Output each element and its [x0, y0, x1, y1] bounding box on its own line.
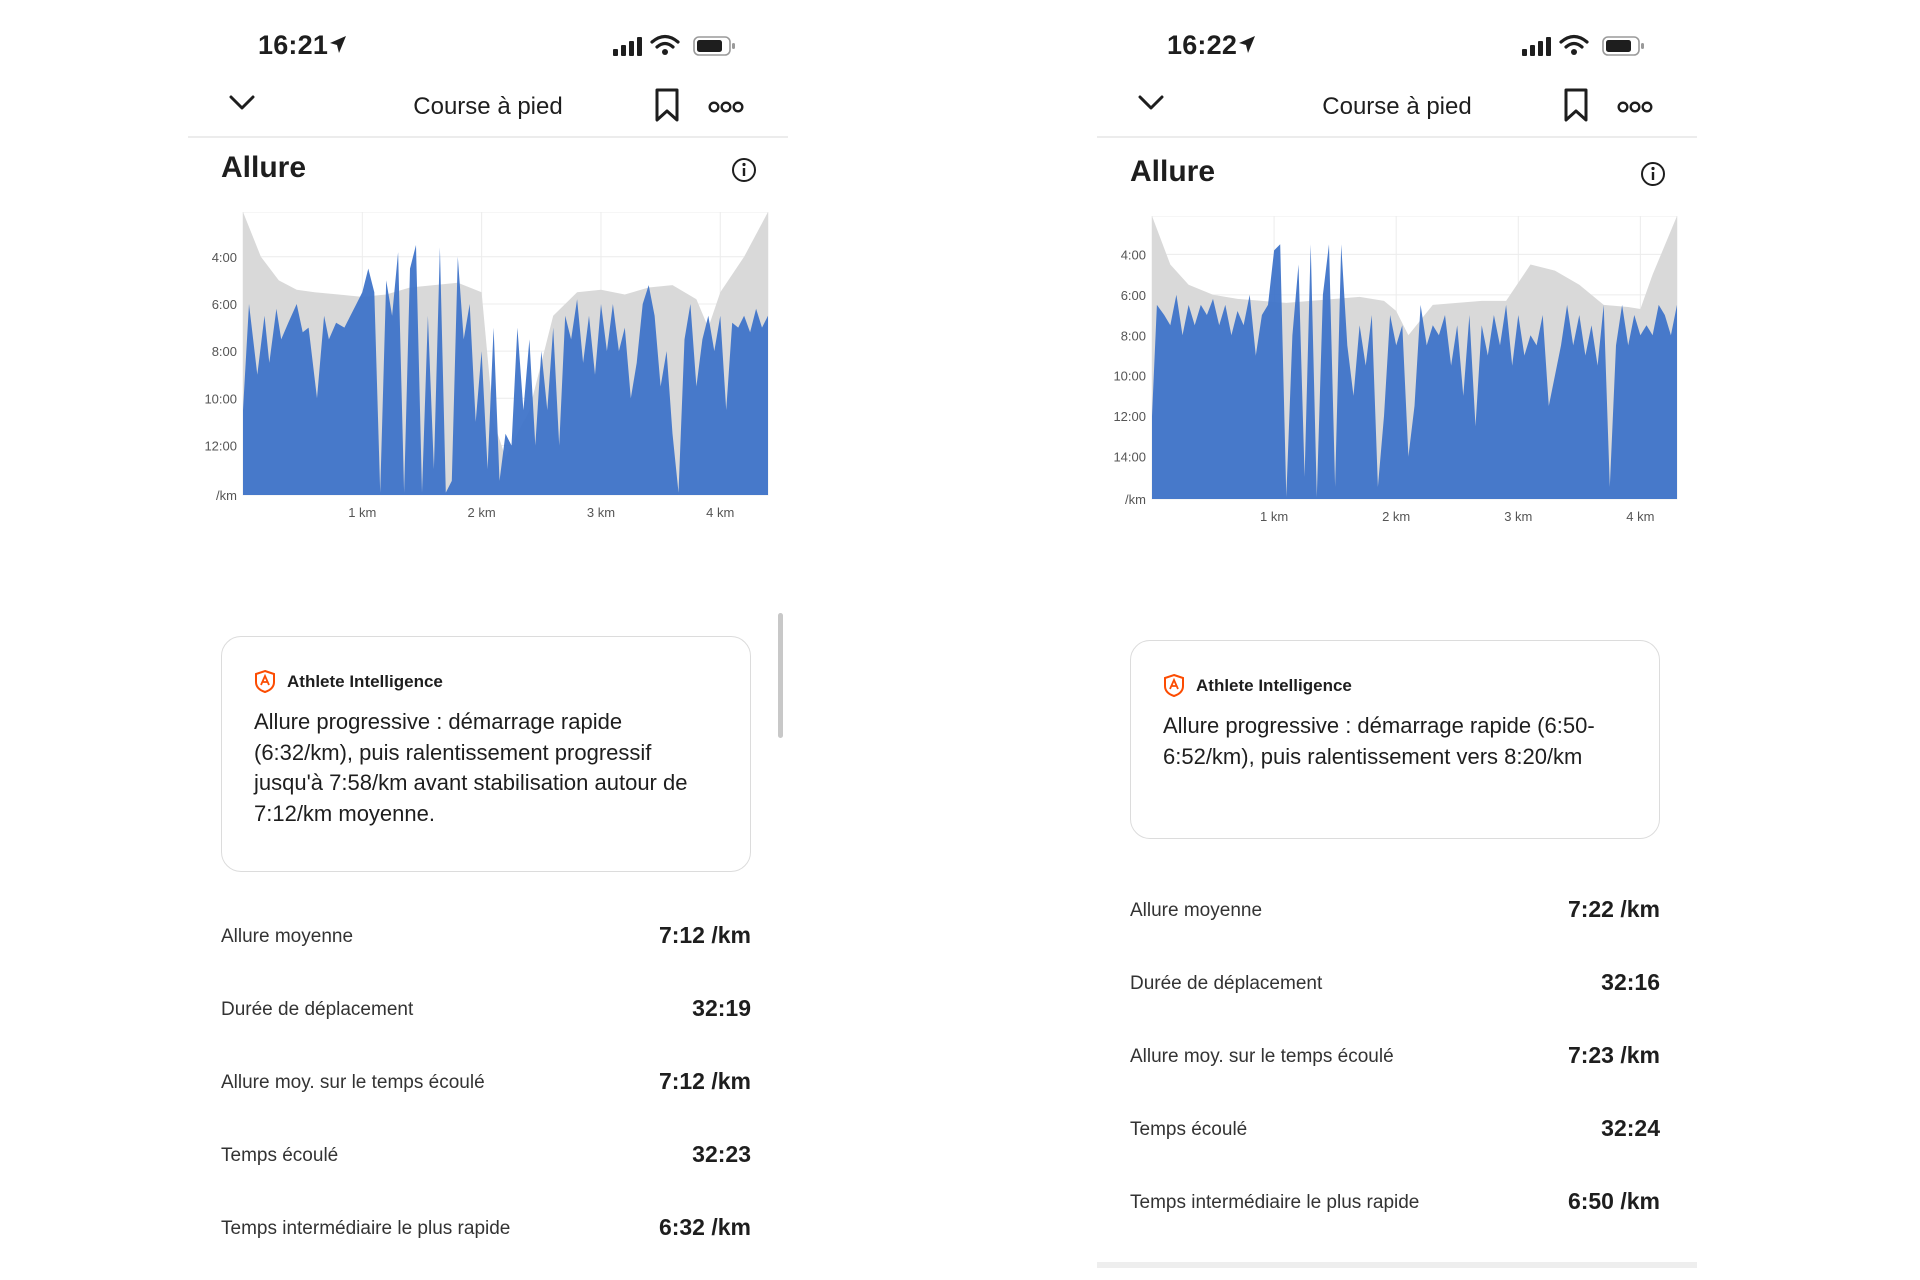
y-unit-label: /km [1125, 492, 1146, 507]
stat-label: Allure moy. sur le temps écoulé [221, 1072, 485, 1093]
battery-icon [693, 36, 735, 56]
chevron-down-icon[interactable] [1137, 94, 1165, 112]
stat-value: 7:12 /km [658, 922, 751, 948]
stat-label: Temps écoulé [1130, 1119, 1248, 1140]
athlete-intelligence-label: Athlete Intelligence [1196, 676, 1352, 695]
athlete-intelligence-card: Athlete Intelligence Allure progressive … [221, 636, 751, 872]
pace-chart: 4:00 6:00 8:00 10:00 12:00/km 1 km 2 km 3 km 4 k… [204, 212, 769, 520]
pace-area [243, 245, 768, 495]
more-options-icon[interactable] [1617, 100, 1653, 114]
location-arrow-icon [330, 36, 346, 53]
chevron-down-icon[interactable] [228, 94, 256, 112]
y-tick-label: 8:00 [212, 344, 237, 359]
athlete-intelligence-icon [255, 669, 275, 693]
phone-screen-right: 16:22 Course à pied Allure 4:00 6:00 8:00 1… [1097, 0, 1697, 1280]
y-tick-label: 4:00 [1121, 247, 1146, 262]
more-options-icon[interactable] [708, 100, 744, 114]
x-tick-label: 4 km [1626, 509, 1654, 524]
y-tick-label: 10:00 [204, 391, 237, 406]
stat-row-elapsed-avg-pace: Allure moy. sur le temps écoulé 7:23 /km [1130, 1024, 1660, 1097]
y-tick-label: 4:00 [212, 250, 237, 265]
athlete-intelligence-icon [1164, 673, 1184, 697]
x-tick-label: 2 km [1382, 509, 1410, 524]
stats-list: Allure moyenne 7:12 /km Durée de déplacem… [221, 904, 751, 1269]
y-tick-label: 6:00 [212, 297, 237, 312]
stat-label: Temps intermédiaire le plus rapide [221, 1218, 511, 1239]
pace-area [1152, 244, 1677, 499]
y-tick-label: 6:00 [1121, 288, 1146, 303]
x-tick-label: 3 km [1504, 509, 1532, 524]
athlete-intelligence-card: Athlete Intelligence Allure progressive … [1130, 640, 1660, 839]
stat-label: Durée de déplacement [221, 999, 414, 1020]
y-tick-label: 12:00 [204, 438, 237, 453]
stat-row-elapsed-avg-pace: Allure moy. sur le temps écoulé 7:12 /km [221, 1050, 751, 1123]
status-bar: 16:21 [188, 22, 788, 70]
location-arrow-icon [1239, 36, 1255, 53]
stat-row-moving-time: Durée de déplacement 32:19 [221, 977, 751, 1050]
status-time: 16:21 [258, 30, 329, 60]
divider [1097, 1262, 1697, 1268]
y-tick-label: 14:00 [1113, 450, 1146, 465]
bookmark-icon[interactable] [1562, 88, 1590, 122]
y-tick-label: 12:00 [1113, 409, 1146, 424]
battery-icon [1602, 36, 1644, 56]
wifi-icon [650, 34, 680, 55]
stat-row-fastest-split: Temps intermédiaire le plus rapide 6:50 /… [1130, 1170, 1660, 1243]
stat-value: 7:22 /km [1567, 896, 1660, 922]
status-time: 16:22 [1167, 30, 1238, 60]
stats-list: Allure moyenne 7:22 /km Durée de déplacem… [1130, 878, 1660, 1243]
section-title-pace: Allure [1130, 155, 1216, 188]
stat-value: 32:24 [1601, 1115, 1660, 1141]
athlete-intelligence-summary: Allure progressive : démarrage rapide (6… [1163, 713, 1595, 769]
x-tick-label: 3 km [587, 505, 615, 520]
x-tick-label: 4 km [706, 505, 734, 520]
stat-label: Durée de déplacement [1130, 973, 1323, 994]
y-unit-label: /km [216, 488, 237, 503]
stat-value: 32:23 [692, 1141, 751, 1167]
section-title-pace: Allure [221, 151, 307, 184]
stat-row-average-pace: Allure moyenne 7:22 /km [1130, 878, 1660, 951]
stat-value: 32:16 [1601, 969, 1660, 995]
stat-value: 6:50 /km [1567, 1188, 1660, 1214]
stat-label: Allure moyenne [221, 926, 354, 947]
phone-screen-left: 16:21 Course à pied Allure 4:00 6:00 8:00 1… [188, 0, 788, 1280]
stat-value: 7:12 /km [658, 1068, 751, 1094]
activity-title: Course à pied [413, 93, 563, 120]
x-tick-label: 1 km [348, 505, 376, 520]
stat-row-average-pace: Allure moyenne 7:12 /km [221, 904, 751, 977]
stat-row-moving-time: Durée de déplacement 32:16 [1130, 951, 1660, 1024]
stat-label: Temps intermédiaire le plus rapide [1130, 1192, 1420, 1213]
cellular-signal-icon [1522, 37, 1551, 56]
stat-row-elapsed-time: Temps écoulé 32:24 [1130, 1097, 1660, 1170]
y-tick-label: 10:00 [1113, 369, 1146, 384]
cellular-signal-icon [613, 37, 642, 56]
x-tick-label: 2 km [468, 505, 496, 520]
info-icon[interactable] [731, 157, 757, 183]
y-tick-label: 8:00 [1121, 328, 1146, 343]
athlete-intelligence-summary: Allure progressive : démarrage rapide (6… [254, 709, 688, 826]
status-bar: 16:22 [1097, 22, 1697, 70]
stat-label: Allure moyenne [1130, 900, 1263, 921]
stat-value: 6:32 /km [658, 1214, 751, 1240]
x-tick-label: 1 km [1260, 509, 1288, 524]
activity-title: Course à pied [1322, 93, 1472, 120]
stat-row-fastest-split: Temps intermédiaire le plus rapide 6:32 /… [221, 1196, 751, 1269]
stat-row-elapsed-time: Temps écoulé 32:23 [221, 1123, 751, 1196]
stat-value: 32:19 [692, 995, 751, 1021]
wifi-icon [1559, 34, 1589, 55]
stat-label: Temps écoulé [221, 1145, 339, 1166]
info-icon[interactable] [1640, 161, 1666, 187]
top-nav-bar: Course à pied [188, 78, 788, 138]
bookmark-icon[interactable] [653, 88, 681, 122]
athlete-intelligence-label: Athlete Intelligence [287, 672, 443, 691]
pace-chart: 4:00 6:00 8:00 10:00 12:00 14:00/km 1 km 2 km 3 … [1113, 216, 1678, 524]
top-nav-bar: Course à pied [1097, 78, 1697, 138]
scrollbar[interactable] [778, 613, 783, 738]
stat-value: 7:23 /km [1567, 1042, 1660, 1068]
stat-label: Allure moy. sur le temps écoulé [1130, 1046, 1394, 1067]
